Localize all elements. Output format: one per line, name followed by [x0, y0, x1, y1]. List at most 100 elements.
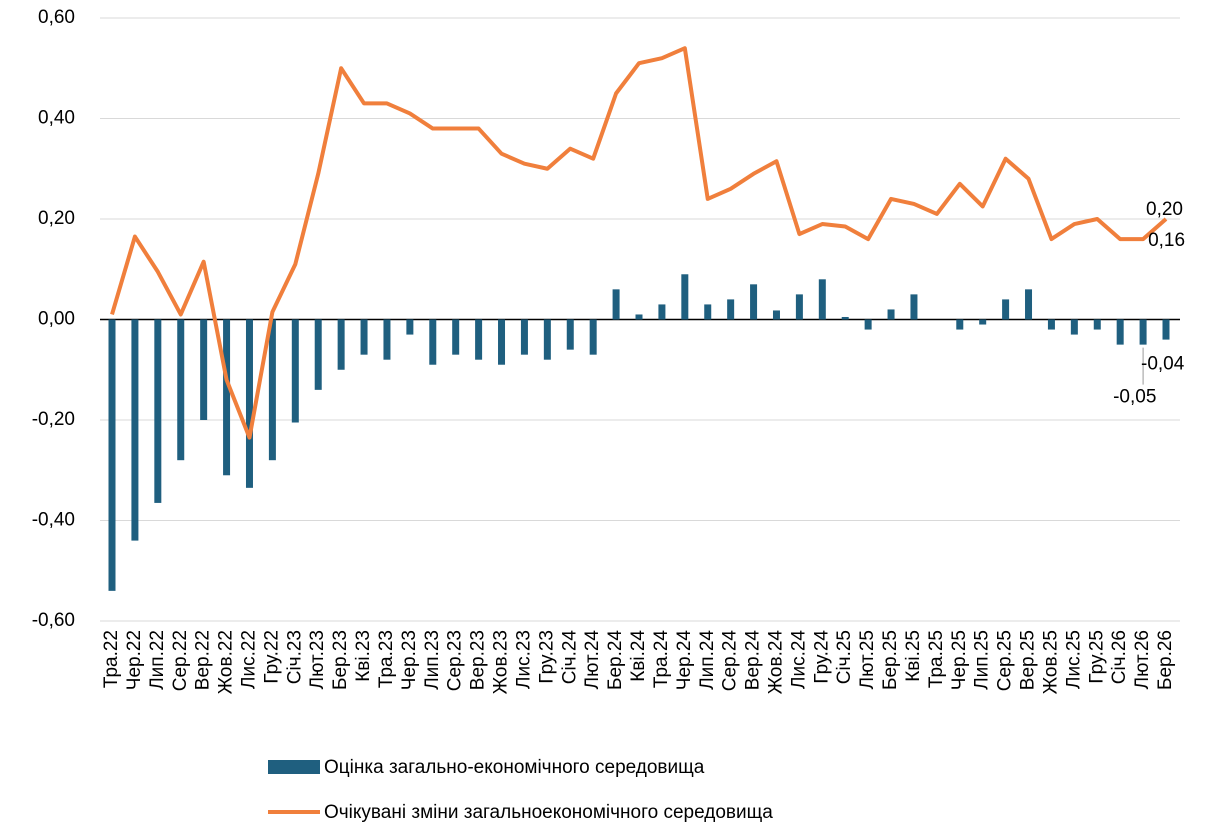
x-tick-label: Гру.24 — [811, 630, 832, 684]
x-tick-label: Сер.24 — [720, 630, 741, 692]
bar — [1002, 299, 1010, 320]
bar — [1025, 289, 1033, 320]
x-tick-label: Гру.25 — [1086, 630, 1107, 684]
bar — [841, 316, 849, 320]
data-label: 0,16 — [1148, 230, 1185, 251]
y-tick-label: 0,40 — [38, 108, 75, 129]
x-tick-label: Чер.25 — [949, 630, 970, 690]
y-tick-label: 0,00 — [38, 309, 75, 330]
x-tick-label: Жов.24 — [765, 630, 786, 695]
bar — [429, 319, 437, 365]
x-tick-label: Вер.24 — [743, 630, 764, 691]
legend-label: Оцінка загально-економічного середовища — [324, 757, 705, 778]
bar — [887, 309, 895, 320]
x-tick-label: Бер.24 — [605, 630, 626, 690]
bar — [612, 289, 620, 320]
data-label: -0,05 — [1113, 387, 1156, 408]
x-tick-label: Лют.24 — [582, 630, 603, 690]
x-tick-label: Бер.25 — [880, 630, 901, 690]
bar — [543, 319, 551, 360]
bar — [314, 319, 322, 390]
x-tick-label: Гру.22 — [261, 630, 282, 684]
bar — [108, 319, 116, 591]
bar — [750, 284, 758, 320]
bar — [154, 319, 162, 503]
x-tick-label: Вер.22 — [193, 630, 214, 690]
bar — [223, 319, 231, 476]
x-tick-label: Лис.24 — [788, 630, 809, 689]
x-tick-label: Січ.26 — [1109, 630, 1130, 684]
bar — [520, 319, 528, 355]
bar — [360, 319, 368, 355]
bar — [1139, 319, 1147, 345]
x-tick-label: Лют.25 — [857, 630, 878, 689]
bar — [383, 319, 391, 360]
bar — [337, 319, 345, 370]
y-tick-label: -0,40 — [32, 510, 75, 531]
x-tick-label: Вер.23 — [468, 630, 489, 690]
bar — [177, 319, 185, 461]
x-tick-label: Сер.23 — [445, 630, 466, 691]
x-tick-label: Чер.22 — [124, 630, 145, 690]
x-tick-label: Кві.23 — [353, 630, 374, 682]
y-tick-label: 0,20 — [38, 208, 75, 229]
x-tick-label: Січ.23 — [284, 630, 305, 684]
bar — [704, 304, 712, 320]
bar — [498, 319, 506, 365]
legend-swatch — [268, 760, 320, 774]
bar — [658, 304, 666, 320]
x-tick-label: Кві.24 — [628, 630, 649, 682]
x-tick-label: Тра.23 — [376, 630, 397, 688]
bar — [795, 294, 803, 320]
bar — [910, 294, 918, 320]
x-tick-label: Вер.25 — [1018, 630, 1039, 690]
bar — [1162, 319, 1170, 340]
y-tick-label: 0,60 — [38, 7, 75, 28]
bar — [1093, 319, 1101, 330]
x-tick-label: Лют.23 — [307, 630, 328, 689]
bar — [1070, 319, 1078, 335]
x-tick-label: Сер.25 — [995, 630, 1016, 691]
bar — [818, 279, 826, 320]
bar — [979, 319, 987, 325]
bar — [772, 310, 780, 320]
bar — [589, 319, 597, 355]
x-tick-label: Січ.25 — [834, 630, 855, 684]
x-tick-label: Лип.22 — [147, 630, 168, 690]
bar — [131, 319, 139, 541]
y-tick-label: -0,20 — [32, 409, 75, 430]
x-tick-label: Лип.25 — [972, 630, 993, 690]
x-tick-label: Лип.23 — [422, 630, 443, 690]
bar — [681, 274, 689, 320]
data-label: 0,20 — [1146, 199, 1183, 220]
x-tick-label: Лис.23 — [513, 630, 534, 689]
x-tick-label: Лют.26 — [1132, 630, 1153, 689]
x-tick-label: Жов.25 — [1040, 630, 1061, 694]
x-tick-label: Тра.25 — [926, 630, 947, 688]
bar — [452, 319, 460, 355]
bar — [1047, 319, 1055, 330]
bar — [1116, 319, 1124, 345]
x-tick-label: Гру.23 — [536, 630, 557, 684]
bar — [245, 319, 253, 488]
bar — [956, 319, 964, 330]
x-tick-label: Лис.25 — [1063, 630, 1084, 689]
x-tick-label: Тра.24 — [651, 630, 672, 689]
bar — [864, 319, 872, 330]
x-tick-label: Лис.22 — [238, 630, 259, 689]
bar — [200, 319, 208, 420]
bar — [635, 314, 643, 320]
x-tick-label: Кві.25 — [903, 630, 924, 682]
x-tick-label: Бер.23 — [330, 630, 351, 690]
bar — [268, 319, 276, 461]
bar — [475, 319, 483, 360]
bar — [566, 319, 574, 350]
x-tick-label: Жов.23 — [491, 630, 512, 694]
x-tick-label: Січ.24 — [559, 630, 580, 685]
legend-label: Очікувані зміни загальноекономічного сер… — [324, 802, 773, 823]
x-tick-label: Чер.24 — [674, 630, 695, 691]
x-tick-label: Чер.23 — [399, 630, 420, 690]
line — [110, 46, 1168, 440]
x-tick-label: Тра.22 — [101, 630, 122, 688]
